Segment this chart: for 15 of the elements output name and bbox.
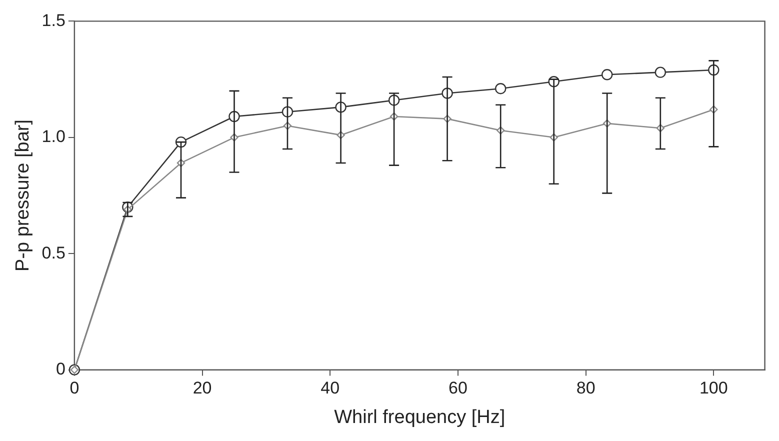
x-axis-title: Whirl frequency [Hz] [334, 406, 506, 428]
x-tick-label: 60 [448, 378, 468, 398]
y-tick-label: 1.5 [42, 10, 66, 30]
x-tick-label: 20 [192, 378, 212, 398]
point [495, 82, 506, 94]
x-tick-label: 80 [576, 378, 596, 398]
point [654, 66, 666, 78]
x-tick-label: 40 [320, 378, 340, 398]
y-tick-label: 0.5 [42, 243, 66, 262]
x-tick-label: 100 [699, 378, 728, 398]
point [602, 69, 613, 80]
y-tick-label: 1.0 [42, 127, 66, 146]
x-tick-label: 0 [70, 378, 80, 398]
y-axis-title: P-p pressure [bar] [12, 119, 34, 272]
y-tick-label: 0 [56, 359, 66, 378]
